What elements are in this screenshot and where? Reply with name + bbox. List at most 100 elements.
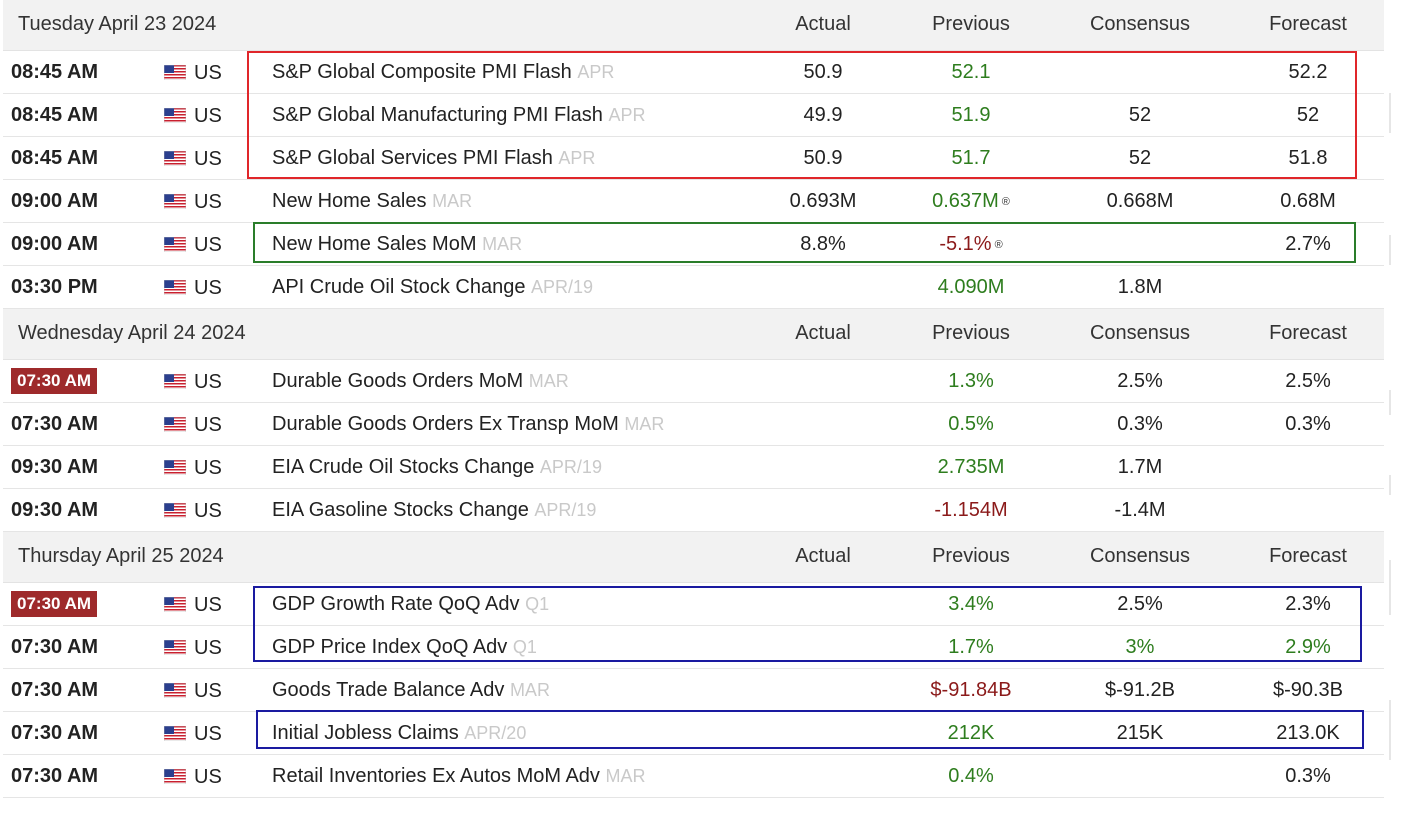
table-row[interactable]: 03:30 PM US API Crude Oil Stock Change APR… [3, 266, 1384, 309]
us-flag-icon [164, 417, 186, 432]
event-reference: APR/19 [531, 277, 594, 297]
actual-value: 0.693M [789, 190, 857, 212]
table-row[interactable]: 08:45 AM US S&P Global Services PMI Flash … [3, 137, 1384, 180]
event-name[interactable]: Durable Goods Orders MoM [272, 370, 524, 392]
table-row[interactable]: 07:30 AM US Durable Goods Orders Ex Transp… [3, 403, 1384, 446]
table-row[interactable]: 07:30 AM US Durable Goods Orders MoM MAR 1.… [3, 360, 1384, 403]
event-name[interactable]: Initial Jobless Claims [272, 722, 459, 744]
event-time: 09:00 AM [11, 233, 99, 255]
previous-value: $-91.84B [930, 679, 1012, 701]
us-flag-icon [164, 597, 186, 612]
table-row[interactable]: 08:45 AM US S&P Global Manufacturing PMI F… [3, 94, 1384, 137]
event-name[interactable]: EIA Crude Oil Stocks Change [272, 456, 535, 478]
previous-value: 0.637M [932, 190, 999, 212]
column-header-previous: Previous [932, 13, 1010, 35]
event-name[interactable]: S&P Global Composite PMI Flash [272, 61, 572, 83]
event-name[interactable]: Durable Goods Orders Ex Transp MoM [272, 413, 619, 435]
event-name-link[interactable]: Goods Trade Balance Adv MAR [272, 679, 550, 702]
table-row[interactable]: 09:00 AM US New Home Sales MAR 0.693M 0.637M… [3, 180, 1384, 223]
event-name-link[interactable]: EIA Crude Oil Stocks Change APR/19 [272, 456, 602, 479]
event-time: 08:45 AM [11, 104, 99, 126]
us-flag-icon [164, 726, 186, 741]
event-name-link[interactable]: S&P Global Services PMI Flash APR [272, 147, 595, 170]
country-code: US [194, 414, 222, 436]
table-row[interactable]: 08:45 AM US S&P Global Composite PMI Flash… [3, 51, 1384, 94]
forecast-value: 0.3% [1285, 765, 1331, 787]
consensus-value: 2.5% [1117, 370, 1163, 392]
country-code: US [194, 62, 222, 84]
event-name-link[interactable]: S&P Global Composite PMI Flash APR [272, 61, 614, 84]
event-name[interactable]: API Crude Oil Stock Change [272, 276, 526, 298]
event-name-link[interactable]: New Home Sales MAR [272, 190, 472, 213]
event-name-link[interactable]: Durable Goods Orders MoM MAR [272, 370, 569, 393]
previous-value-cell: 0.4% [891, 765, 1051, 788]
table-row[interactable]: 07:30 AM US Retail Inventories Ex Autos Mo… [3, 755, 1384, 798]
column-header-forecast: Forecast [1269, 545, 1347, 567]
event-reference: Q1 [512, 637, 537, 657]
us-flag-icon [164, 460, 186, 475]
day-header: Thursday April 25 2024 Actual Previous Cons… [3, 532, 1384, 583]
column-header-actual: Actual [795, 545, 851, 567]
event-name-link[interactable]: S&P Global Manufacturing PMI Flash APR [272, 104, 645, 127]
event-name-link[interactable]: GDP Growth Rate QoQ Adv Q1 [272, 593, 549, 616]
previous-value-cell: 52.1 [891, 61, 1051, 84]
table-row[interactable]: 07:30 AM US Goods Trade Balance Adv MAR $-9… [3, 669, 1384, 712]
forecast-value: 2.5% [1285, 370, 1331, 392]
table-row[interactable]: 07:30 AM US GDP Growth Rate QoQ Adv Q1 3.4%… [3, 583, 1384, 626]
forecast-value: 52 [1296, 104, 1320, 126]
day-name: Thursday April 25 2024 [18, 545, 224, 567]
table-row[interactable]: 09:00 AM US New Home Sales MoM MAR 8.8% -5.1… [3, 223, 1384, 266]
us-flag-icon [164, 65, 186, 80]
forecast-value: $-90.3B [1272, 679, 1344, 701]
scroll-track-mark [1389, 475, 1391, 495]
event-name[interactable]: Retail Inventories Ex Autos MoM Adv [272, 765, 600, 787]
forecast-value: 2.9% [1285, 636, 1331, 658]
event-name[interactable]: S&P Global Manufacturing PMI Flash [272, 104, 603, 126]
table-row[interactable]: 07:30 AM US Initial Jobless Claims APR/20 2… [3, 712, 1384, 755]
event-name-link[interactable]: Durable Goods Orders Ex Transp MoM MAR [272, 413, 664, 436]
forecast-value: 2.7% [1285, 233, 1331, 255]
previous-value: 0.4% [948, 765, 994, 787]
revised-icon: ® [994, 238, 1003, 251]
event-name-link[interactable]: Retail Inventories Ex Autos MoM Adv MAR [272, 765, 646, 788]
previous-value-cell: 51.9 [891, 104, 1051, 127]
us-flag-icon [164, 683, 186, 698]
event-reference: APR [577, 62, 615, 82]
table-row[interactable]: 09:30 AM US EIA Crude Oil Stocks Change AP… [3, 446, 1384, 489]
column-header-consensus: Consensus [1089, 13, 1191, 35]
previous-value-cell: 4.090M [891, 276, 1051, 299]
event-name[interactable]: GDP Price Index QoQ Adv [272, 636, 508, 658]
event-reference: APR [558, 148, 596, 168]
column-header-previous: Previous [932, 545, 1010, 567]
event-name[interactable]: Goods Trade Balance Adv [272, 679, 505, 701]
previous-value: 51.7 [951, 147, 991, 169]
day-name: Tuesday April 23 2024 [18, 13, 217, 35]
forecast-value: 52.2 [1288, 61, 1328, 83]
previous-value: 51.9 [951, 104, 991, 126]
event-name[interactable]: EIA Gasoline Stocks Change [272, 499, 529, 521]
event-name-link[interactable]: EIA Gasoline Stocks Change APR/19 [272, 499, 596, 522]
event-name[interactable]: New Home Sales [272, 190, 427, 212]
us-flag-icon [164, 237, 186, 252]
event-name-link[interactable]: API Crude Oil Stock Change APR/19 [272, 276, 593, 299]
event-name[interactable]: GDP Growth Rate QoQ Adv [272, 593, 520, 615]
event-name-link[interactable]: GDP Price Index QoQ Adv Q1 [272, 636, 537, 659]
previous-value: 52.1 [951, 61, 991, 83]
previous-value: -5.1% [939, 233, 992, 255]
scroll-track-mark [1389, 560, 1391, 615]
column-header-actual: Actual [795, 13, 851, 35]
us-flag-icon [164, 151, 186, 166]
country-code: US [194, 105, 222, 127]
table-row[interactable]: 07:30 AM US GDP Price Index QoQ Adv Q1 1.7%… [3, 626, 1384, 669]
highlight-box-new-home-sales-mom [253, 222, 1356, 263]
scroll-track-mark [1389, 390, 1391, 415]
us-flag-icon [164, 194, 186, 209]
consensus-value: 0.3% [1117, 413, 1163, 435]
event-name[interactable]: New Home Sales MoM [272, 233, 477, 255]
table-row[interactable]: 09:30 AM US EIA Gasoline Stocks Change APR… [3, 489, 1384, 532]
event-name-link[interactable]: Initial Jobless Claims APR/20 [272, 722, 526, 745]
event-name[interactable]: S&P Global Services PMI Flash [272, 147, 553, 169]
country-code: US [194, 723, 222, 745]
country-code: US [194, 191, 222, 213]
event-name-link[interactable]: New Home Sales MoM MAR [272, 233, 522, 256]
